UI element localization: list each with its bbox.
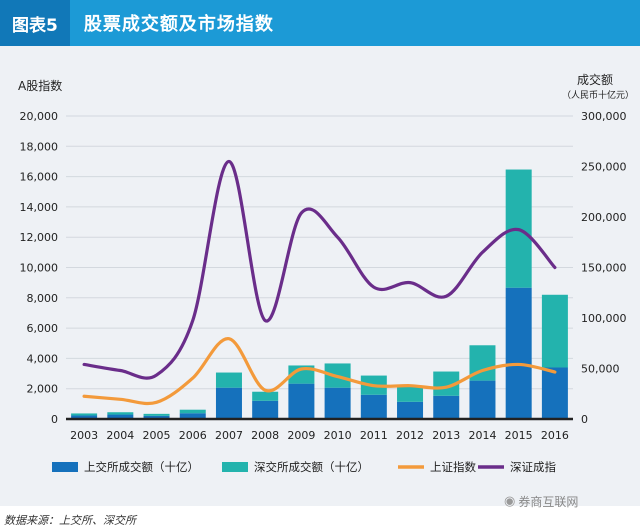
sse-turnover-bar	[397, 401, 424, 419]
left-axis-label: A股指数	[18, 78, 62, 93]
right-tick-label: 100,000	[581, 312, 627, 325]
sse-turnover-bar	[71, 415, 98, 419]
left-tick-label: 4,000	[27, 352, 59, 365]
szse-turnover-bar	[71, 413, 98, 416]
sse-turnover-bar	[288, 383, 315, 419]
chart-panel	[0, 46, 640, 506]
sse-turnover-bar	[252, 400, 279, 419]
szse-turnover-bar	[397, 386, 424, 402]
x-tick-label: 2015	[505, 429, 533, 442]
x-tick-label: 2012	[396, 429, 424, 442]
x-tick-label: 2011	[360, 429, 388, 442]
wechat-icon: ◉	[504, 494, 516, 509]
left-tick-label: 14,000	[20, 201, 59, 214]
figure-number: 图表5	[0, 0, 70, 46]
x-tick-label: 2008	[251, 429, 279, 442]
x-tick-label: 2006	[179, 429, 207, 442]
sse-turnover-bar	[541, 367, 568, 419]
right-tick-label: 200,000	[581, 211, 627, 224]
left-tick-label: 2,000	[27, 383, 59, 396]
left-tick-label: 12,000	[20, 231, 59, 244]
szse-turnover-bar	[215, 372, 242, 388]
sse-turnover-bar	[360, 394, 387, 419]
legend-label: 上证指数	[430, 460, 476, 474]
right-tick-label: 0	[581, 413, 588, 426]
right-tick-label: 150,000	[581, 262, 627, 275]
left-tick-label: 18,000	[20, 140, 59, 153]
szse-turnover-bar	[541, 294, 568, 368]
x-tick-label: 2010	[324, 429, 352, 442]
legend-swatch	[52, 462, 78, 472]
legend-label: 深证成指	[510, 460, 556, 474]
watermark-text: 券商互联网	[518, 495, 579, 509]
szse-turnover-bar	[143, 413, 170, 416]
right-tick-label: 50,000	[581, 363, 620, 376]
sse-turnover-bar	[107, 414, 134, 419]
right-tick-label: 250,000	[581, 161, 627, 174]
szse-turnover-bar	[107, 412, 134, 415]
legend-swatch	[222, 462, 248, 472]
sse-turnover-bar	[143, 415, 170, 419]
data-source-note: 数据来源：上交所、深交所	[4, 514, 136, 527]
left-tick-label: 6,000	[27, 322, 59, 335]
x-tick-label: 2009	[287, 429, 315, 442]
legend-label: 上交所成交额（十亿）	[84, 460, 199, 474]
x-tick-label: 2004	[106, 429, 134, 442]
chart-header: 图表5 股票成交额及市场指数	[0, 0, 640, 46]
x-tick-label: 2014	[468, 429, 496, 442]
szse-component-line	[82, 159, 557, 380]
x-tick-label: 2003	[70, 429, 98, 442]
sse-turnover-bar	[469, 380, 496, 419]
sse-turnover-bar	[215, 387, 242, 419]
right-axis-sublabel: （人民币十亿元）	[562, 89, 634, 101]
left-tick-label: 0	[51, 413, 58, 426]
sse-turnover-bar	[433, 395, 460, 419]
chart-title: 股票成交额及市场指数	[83, 14, 274, 35]
watermark: ◉ 券商互联网	[504, 493, 578, 510]
szse-turnover-bar	[252, 391, 279, 401]
combo-chart: A股指数 成交额 （人民币十亿元） 0 2,000 4,000 6,000 8,000 1…	[18, 72, 634, 474]
x-tick-label: 2013	[432, 429, 460, 442]
x-tick-label: 2007	[215, 429, 243, 442]
left-tick-label: 10,000	[20, 262, 59, 275]
legend-label: 深交所成交额（十亿）	[254, 460, 369, 474]
sse-index-line	[82, 337, 557, 406]
left-tick-label: 8,000	[27, 292, 59, 305]
sse-turnover-bar	[179, 413, 206, 419]
right-axis-label: 成交额	[577, 72, 613, 87]
right-tick-label: 300,000	[581, 110, 627, 123]
x-tick-label: 2016	[541, 429, 569, 442]
left-tick-label: 16,000	[20, 171, 59, 184]
szse-turnover-bar	[179, 409, 206, 414]
x-tick-label: 2005	[143, 429, 171, 442]
sse-turnover-bar	[324, 387, 351, 419]
sse-turnover-bar	[505, 287, 532, 419]
left-tick-label: 20,000	[20, 110, 59, 123]
